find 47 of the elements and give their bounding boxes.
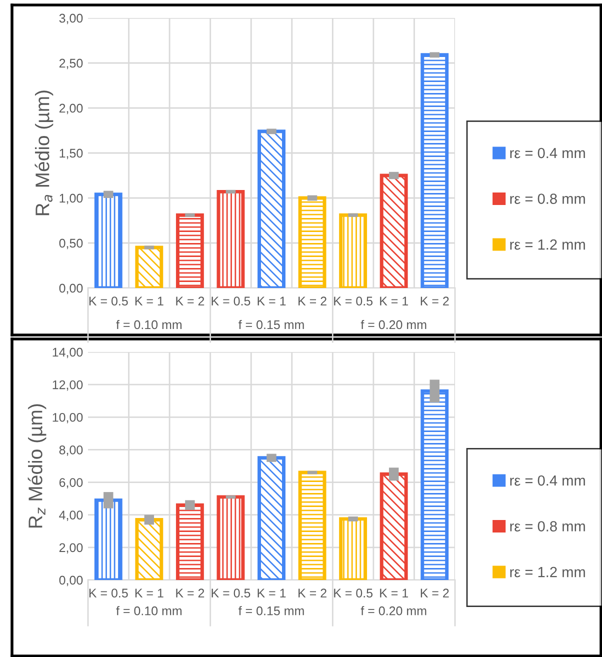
x-tick-label: K = 1 <box>258 296 286 306</box>
y-tick-label: 14,00 <box>52 348 83 358</box>
text: rε = 0.8 mm <box>510 521 585 532</box>
x-tick-label: K = 1 <box>380 296 408 306</box>
text: rε = 1.2 mm <box>510 566 585 578</box>
x-tick-label: K = 2 <box>176 296 204 306</box>
text: f = 0.20 mm <box>360 606 426 616</box>
y-axis-title: R$_{a}$ Médio (µm) <box>34 90 54 216</box>
y-tick-label: 1,50 <box>60 148 83 160</box>
y-tick-label: 2,50 <box>59 58 83 70</box>
y-tick-label: 2,00 <box>59 543 83 554</box>
x-tick-label: K = 0.5 <box>334 588 373 598</box>
x-tick-label: K = 0.5 <box>89 588 128 598</box>
x-tick-label: K = 0.5 <box>89 296 128 306</box>
x-tick-label: K = 2 <box>420 588 449 598</box>
x-tick-label: K = 1 <box>135 296 164 306</box>
x-tick-label: K = 2 <box>176 588 204 598</box>
text: f = 0.20 mm <box>360 320 426 330</box>
x-tick-label: K = 1 <box>258 588 286 598</box>
x-tick-label: K = 1 <box>135 588 164 598</box>
y-tick-label: 12,00 <box>52 380 83 391</box>
y-axis-title: R$_{z}$ Médio (µm) <box>28 404 46 528</box>
text: rε = 0.4 mm <box>510 148 585 158</box>
text: rε = 0.8 mm <box>510 194 585 204</box>
y-tick-label: 4,00 <box>59 510 83 521</box>
x-tick-label: K = 2 <box>420 296 449 306</box>
y-tick-label: 0,50 <box>59 238 83 250</box>
x-tick-label: K = 0.5 <box>334 296 373 306</box>
text: f = 0.10 mm <box>116 320 182 330</box>
text: f = 0.15 mm <box>238 606 304 616</box>
y-tick-label: 8,00 <box>59 446 83 456</box>
y-tick-label: 0,00 <box>59 576 83 586</box>
text: rε = 1.2 mm <box>510 239 585 250</box>
x-tick-label: K = 0.5 <box>212 588 250 598</box>
y-tick-label: 2,00 <box>59 104 83 114</box>
y-tick-label: 3,00 <box>59 14 83 24</box>
y-tick-label: 1,00 <box>60 194 83 204</box>
x-tick-label: K = 2 <box>298 296 326 306</box>
x-tick-label: K = 2 <box>298 588 326 598</box>
x-tick-label: K = 0.5 <box>212 296 250 306</box>
y-tick-label: 10,00 <box>52 412 83 424</box>
y-tick-label: 0,00 <box>59 284 83 294</box>
text: f = 0.15 mm <box>238 320 304 330</box>
y-tick-label: 6,00 <box>59 478 83 488</box>
x-tick-label: K = 1 <box>380 588 408 598</box>
text: f = 0.10 mm <box>116 606 182 616</box>
text: rε = 0.4 mm <box>510 475 585 486</box>
